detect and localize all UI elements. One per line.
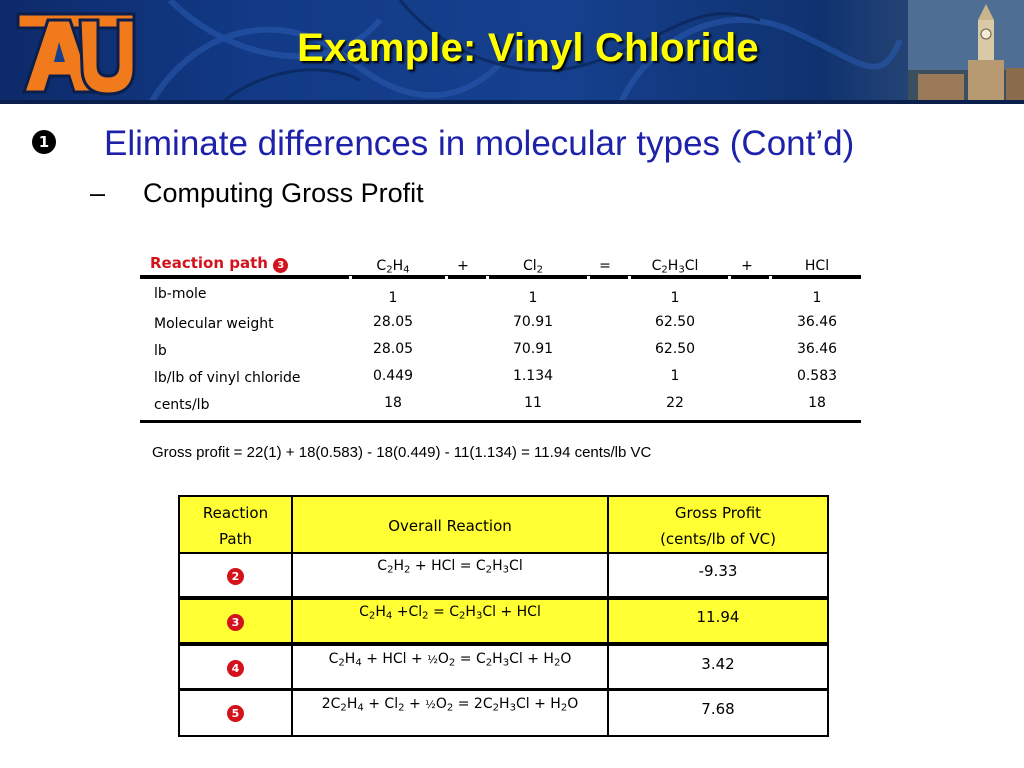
path-4-icon: 4: [227, 660, 244, 677]
gross-profit-summary-table: Reaction Path Overall Reaction Gross Pro…: [178, 495, 829, 737]
cell-c2h3cl: 1: [670, 368, 680, 384]
bullet-level2: – Computing Gross Profit: [90, 178, 790, 214]
path-3-icon: 3: [227, 614, 244, 631]
header-c2h4: C2H4: [376, 258, 410, 276]
cell-hcl: 0.583: [796, 368, 838, 384]
cell-hcl: 1: [812, 290, 822, 306]
header-hcl: HCl: [804, 258, 830, 274]
cell-c2h4: 28.05: [372, 314, 414, 330]
header-reaction-path: Reaction Path: [178, 495, 293, 554]
cell-hcl: 36.46: [796, 314, 838, 330]
header-plus-1: +: [457, 258, 469, 274]
reaction-path-table: Reaction path 3 C2H4 + Cl2 = C2H3Cl + HC…: [140, 250, 861, 425]
table-row: lb-mole 1 1 1 1: [140, 286, 861, 313]
row-label: lb-mole: [154, 286, 207, 302]
reaction-path-title: Reaction path 3: [150, 254, 289, 273]
cell-cl2: 70.91: [512, 341, 554, 357]
reaction-path-title-text: Reaction path: [150, 254, 268, 272]
header-cl2: Cl2: [522, 258, 544, 276]
table-row: lb 28.05 70.91 62.50 36.46: [140, 341, 861, 368]
table-row: 4: [178, 644, 293, 690]
gross-profit-equation: Gross profit = 22(1) + 18(0.583) - 18(0.…: [152, 444, 652, 461]
path-5-icon: 5: [227, 705, 244, 722]
reaction-cell: C2H2 + HCl = C2H3Cl: [291, 552, 609, 598]
header-overall-reaction: Overall Reaction: [291, 495, 609, 554]
title-banner: Example: Vinyl Chloride: [0, 0, 1024, 104]
path-3-icon: 3: [273, 258, 289, 273]
header-gross-profit: Gross Profit (cents/lb of VC): [607, 495, 829, 554]
cell-c2h3cl: 1: [670, 290, 680, 306]
row-label: Molecular weight: [154, 316, 274, 332]
table-rule-header: [140, 276, 861, 279]
cell-cl2: 70.91: [512, 314, 554, 330]
header-equals: =: [599, 258, 611, 274]
profit-cell: 3.42: [607, 644, 829, 690]
row-label: lb: [154, 343, 167, 359]
reaction-cell: 2C2H4 + Cl2 + ½O2 = 2C2H3Cl + H2O: [291, 689, 609, 737]
table-rule-bottom: [140, 420, 861, 423]
row-label: lb/lb of vinyl chloride: [154, 370, 301, 386]
table-row-highlighted: 3: [178, 598, 293, 644]
table-rule-top: [140, 275, 861, 276]
cell-c2h3cl: 62.50: [654, 314, 696, 330]
profit-cell: -9.33: [607, 552, 829, 598]
cell-c2h4: 0.449: [372, 368, 414, 384]
cell-cl2: 1: [528, 290, 538, 306]
reaction-equation: C2H4 + HCl + ½O2 = C2H3Cl + H2O: [328, 651, 572, 669]
cell-c2h4: 1: [388, 290, 398, 306]
path-2-icon: 2: [227, 568, 244, 585]
clock-tower-image: [908, 0, 1024, 100]
cell-hcl: 18: [808, 395, 826, 411]
reaction-equation: C2H2 + HCl = C2H3Cl: [377, 558, 523, 576]
cell-hcl: 36.46: [796, 341, 838, 357]
profit-cell: 7.68: [607, 689, 829, 737]
table-row: 2: [178, 552, 293, 598]
cell-cl2: 1.134: [512, 368, 554, 384]
cell-cl2: 11: [524, 395, 542, 411]
header-plus-2: +: [741, 258, 753, 274]
bullet-level2-text: Computing Gross Profit: [143, 178, 424, 208]
bullet-level1-text: Eliminate differences in molecular types…: [104, 124, 855, 163]
table-row: cents/lb 18 11 22 18: [140, 395, 861, 422]
cell-c2h3cl: 22: [666, 395, 684, 411]
reaction-cell: C2H4 +Cl2 = C2H3Cl + HCl: [291, 598, 609, 644]
bullet-level1: 1 Eliminate differences in molecular typ…: [32, 124, 1012, 168]
au-logo: [16, 12, 136, 96]
reaction-equation: C2H4 +Cl2 = C2H3Cl + HCl: [359, 604, 541, 622]
banner-divider: [0, 100, 1024, 104]
header-c2h3cl: C2H3Cl: [651, 258, 699, 276]
row-label: cents/lb: [154, 397, 210, 413]
profit-cell: 11.94: [607, 598, 829, 644]
cell-c2h4: 18: [384, 395, 402, 411]
banner-pattern: [147, 0, 903, 104]
numbered-bullet-icon: 1: [32, 130, 56, 154]
reaction-equation: 2C2H4 + Cl2 + ½O2 = 2C2H3Cl + H2O: [321, 696, 579, 714]
reaction-cell: C2H4 + HCl + ½O2 = C2H3Cl + H2O: [291, 644, 609, 690]
table-row: Molecular weight 28.05 70.91 62.50 36.46: [140, 314, 861, 341]
table-row: lb/lb of vinyl chloride 0.449 1.134 1 0.…: [140, 368, 861, 395]
cell-c2h4: 28.05: [372, 341, 414, 357]
cell-c2h3cl: 62.50: [654, 341, 696, 357]
table-row: 5: [178, 689, 293, 737]
dash-bullet-icon: –: [90, 178, 106, 208]
slide-title: Example: Vinyl Chloride: [297, 26, 759, 70]
